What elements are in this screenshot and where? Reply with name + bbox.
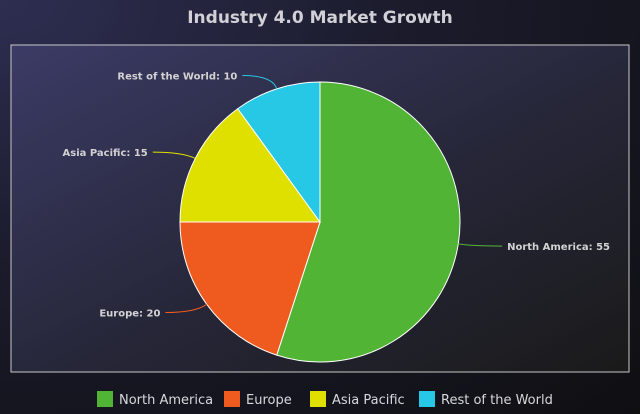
legend-label-rest-of-the-world[interactable]: Rest of the World bbox=[441, 393, 553, 408]
data-label-rest-of-the-world: Rest of the World: 10 bbox=[117, 72, 237, 83]
legend-label-europe[interactable]: Europe bbox=[246, 393, 292, 408]
legend[interactable]: North America Europe Asia Pacific Rest o… bbox=[97, 391, 553, 408]
data-label-europe: Europe: 20 bbox=[99, 309, 160, 320]
chart-title: Industry 4.0 Market Growth bbox=[187, 8, 453, 28]
label-connector-rest-of-the-world bbox=[242, 75, 278, 90]
label-connector-asia-pacific bbox=[152, 151, 196, 159]
data-label-asia-pacific: Asia Pacific: 15 bbox=[63, 148, 148, 159]
legend-swatch-north-america[interactable] bbox=[97, 391, 113, 407]
label-connector-north-america bbox=[458, 243, 503, 247]
legend-swatch-europe[interactable] bbox=[224, 391, 240, 407]
pie-slice-north-america[interactable] bbox=[276, 81, 461, 363]
label-connectors bbox=[152, 75, 503, 314]
legend-label-north-america[interactable]: North America bbox=[119, 393, 213, 408]
pie-slice-rest-of-the-world[interactable] bbox=[237, 81, 321, 224]
legend-swatch-asia-pacific[interactable] bbox=[310, 391, 326, 407]
pie-slices bbox=[179, 81, 461, 363]
pie-slice-asia-pacific[interactable] bbox=[179, 108, 321, 223]
legend-swatch-rest-of-the-world[interactable] bbox=[419, 391, 435, 407]
label-connector-europe bbox=[165, 303, 208, 314]
data-label-north-america: North America: 55 bbox=[507, 242, 610, 253]
data-labels: North America: 55 Europe: 20 Asia Pacific:… bbox=[63, 72, 611, 320]
legend-label-asia-pacific[interactable]: Asia Pacific bbox=[332, 393, 405, 408]
